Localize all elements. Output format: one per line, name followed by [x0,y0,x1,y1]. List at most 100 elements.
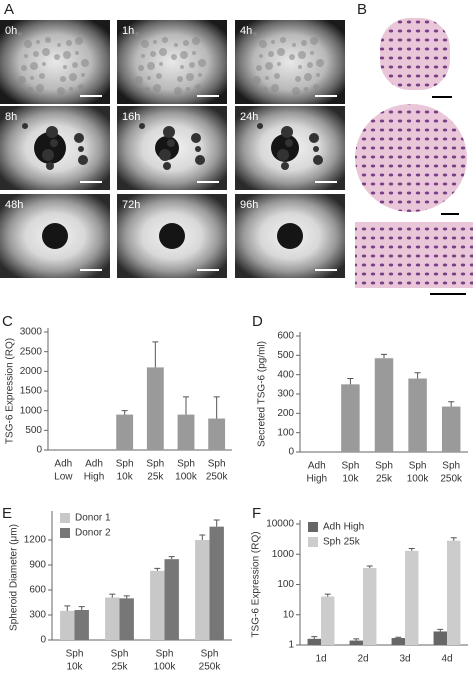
bar [209,526,224,640]
time-label: 48h [5,199,23,211]
y-tick-label: 400 [277,369,294,380]
x-tick-label: High [84,472,105,483]
y-axis-label: Secreted TSG-6 (pg/ml) [257,341,268,447]
x-tick-label: High [307,474,328,485]
spheroid [191,133,201,143]
spheroid [195,146,201,152]
error-bar [311,636,318,639]
cell-cluster [21,65,27,71]
cell-cluster [298,65,302,69]
cell-cluster [24,40,32,48]
x-tick-label: Sph [442,461,460,472]
error-bar [347,378,354,385]
cell-cluster [156,73,162,79]
spheroid [313,146,319,152]
cell-cluster [274,73,280,79]
x-tick-label: Sph [66,649,84,660]
cell-cluster [316,73,320,77]
cell-cluster [198,73,202,77]
y-tick-label: 0 [288,447,294,458]
spheroid [281,162,289,170]
x-tick-label: Adh [54,459,72,470]
spheroid [257,123,263,129]
legend-swatch [60,513,70,523]
panel-label: F [252,505,261,522]
x-tick-label: 10k [342,474,359,485]
cell-cluster [30,76,34,80]
cell-cluster [81,59,89,67]
x-tick-label: 25k [376,474,393,485]
cell-cluster [298,51,306,59]
y-tick-label: 10000 [266,519,294,530]
y-tick-label: 1000 [272,549,295,560]
spheroid [74,133,84,143]
cell-cluster [180,65,184,69]
cell-cluster [292,43,296,47]
error-bar [78,606,85,610]
spheroid [78,155,88,165]
time-label: 1h [122,25,134,37]
spheroid [50,139,58,147]
cell-cluster [304,87,308,91]
spheroid [281,126,293,138]
error-bar [121,410,128,415]
panel-label: D [252,313,263,330]
y-tick-label: 300 [29,610,46,621]
cell-cluster [39,73,45,79]
cell-cluster [295,76,301,82]
cell-cluster [141,40,149,48]
y-tick-label: 300 [277,389,294,400]
cell-cluster [57,43,61,47]
spheroid [309,133,319,143]
x-tick-label: Adh [85,459,103,470]
y-tick-label: 500 [25,425,42,436]
cell-cluster [174,43,178,47]
y-tick-label: 3000 [20,327,43,338]
x-tick-label: 250k [199,662,222,673]
error-bar [152,341,159,368]
time-label: 16h [122,111,140,123]
cell-cluster [277,62,281,66]
y-tick-label: 900 [29,560,46,571]
bar [116,414,134,450]
cell-cluster [36,40,40,44]
cell-cluster [60,76,66,82]
bar [447,540,461,645]
spheroid [139,123,145,129]
legend-swatch [60,528,70,538]
time-label: 8h [5,111,17,123]
cell-cluster [147,76,151,80]
error-bar [123,595,130,599]
cell-cluster [186,73,194,81]
cell-cluster [141,54,145,58]
cell-cluster [18,32,22,36]
y-tick-label: 10 [283,609,295,620]
cell-cluster [159,62,163,66]
y-tick-label: 0 [36,445,42,456]
cell-cluster [63,65,67,69]
cell-cluster [153,40,157,44]
legend-label: Donor 2 [75,528,111,539]
x-tick-label: 100k [175,472,198,483]
cell-cluster [72,62,78,68]
cell-cluster [75,37,83,45]
spheroid [277,149,289,161]
y-axis-label: TSG-6 Expression (RQ) [5,338,16,444]
y-tick-label: 2500 [20,346,43,357]
legend-swatch [308,537,318,547]
error-bar [353,638,360,641]
y-axis-label: TSG-6 Expression (RQ) [251,531,262,637]
x-tick-label: Sph [342,461,360,472]
cell-cluster [253,76,261,84]
bar [391,638,405,645]
x-tick-label: 10k [66,662,83,673]
bar [146,367,164,450]
cell-cluster [135,76,143,84]
cell-cluster [271,84,279,92]
cell-cluster [144,87,150,93]
bar [105,597,120,640]
bar [433,631,447,645]
bar [341,384,360,452]
spheroid [285,139,293,147]
